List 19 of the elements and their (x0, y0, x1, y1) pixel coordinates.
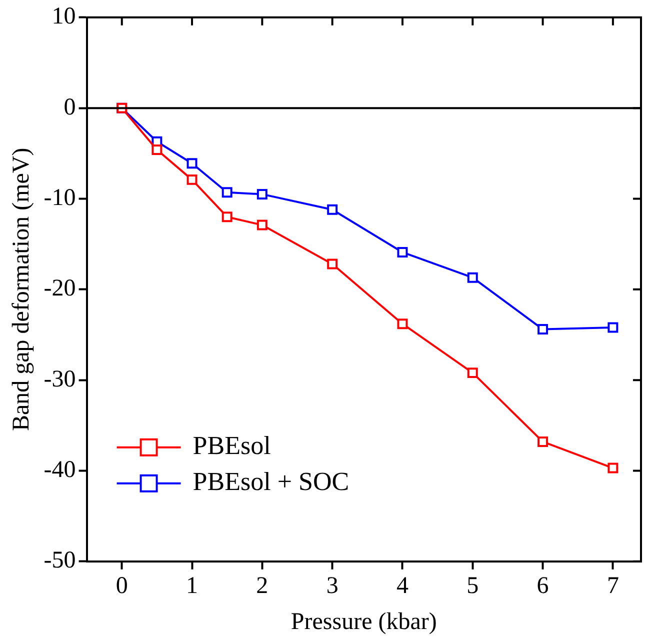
y-tick-label: 10 (52, 4, 76, 30)
y-tick-label: -50 (44, 548, 76, 574)
x-tick-label: 6 (536, 573, 549, 600)
legend-label: PBEsol + SOC (192, 467, 350, 496)
x-tick-label: 4 (396, 573, 408, 600)
y-tick-label: 0 (64, 94, 76, 120)
x-axis-title: Pressure (kbar) (290, 608, 437, 635)
y-tick-label: -10 (44, 185, 76, 212)
x-tick-label: 2 (256, 573, 268, 600)
x-tick-label: 1 (186, 573, 198, 600)
y-tick-label: -30 (44, 366, 76, 392)
x-tick-label: 5 (466, 573, 479, 600)
y-tick-label: -20 (44, 276, 76, 302)
x-tick-label: 3 (326, 573, 338, 600)
x-tick-label: 7 (606, 573, 619, 600)
y-axis-title: Band gap deformation (meV) (8, 148, 35, 432)
x-tick-label: 0 (116, 573, 128, 600)
y-tick-label: -40 (44, 457, 76, 484)
legend-label: PBEsol (192, 431, 271, 460)
